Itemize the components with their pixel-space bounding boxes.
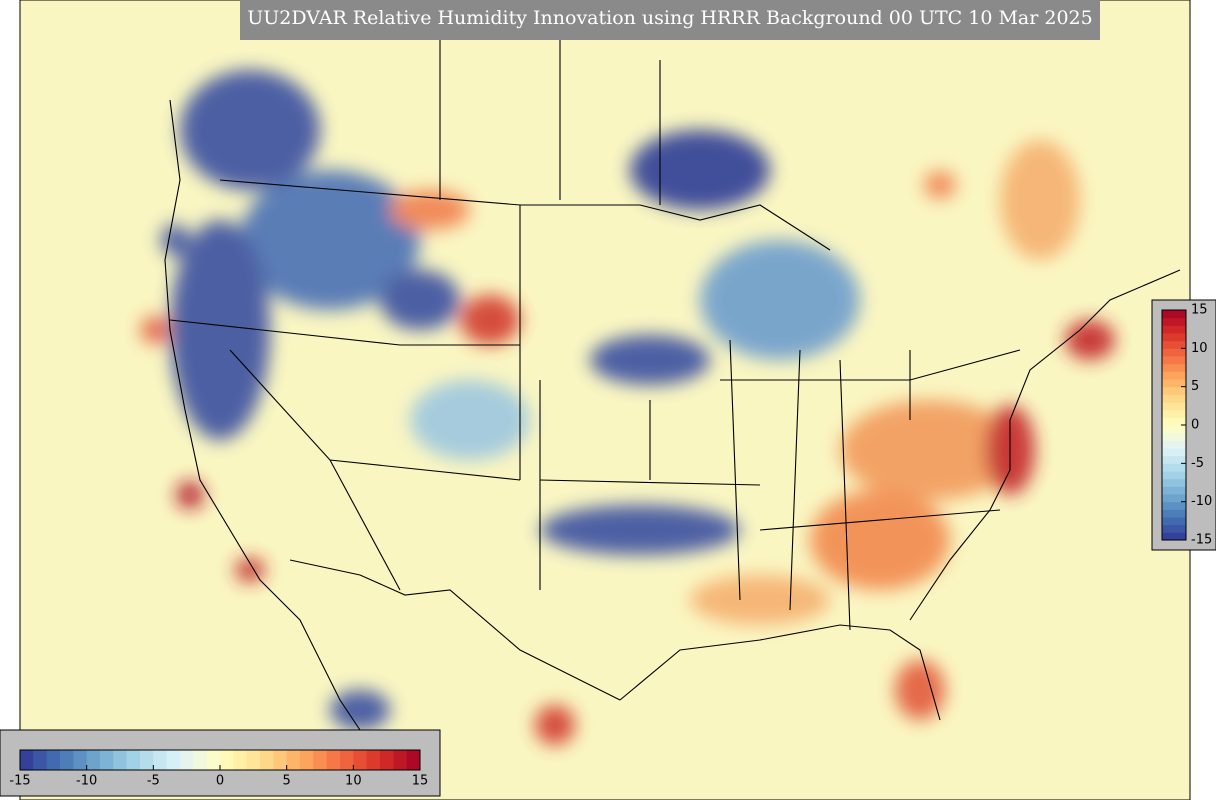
colorbar-tick-label: -5 bbox=[1191, 456, 1204, 471]
colorbar-segment bbox=[1162, 379, 1186, 388]
colorbar-tick-label: -15 bbox=[1191, 533, 1212, 548]
colorbar-segment bbox=[380, 750, 394, 770]
colorbar-segment bbox=[1162, 501, 1186, 510]
colorbar-segment bbox=[1162, 455, 1186, 464]
colorbar-segment bbox=[180, 750, 194, 770]
colorbar-segment bbox=[406, 750, 421, 770]
colorbar-segment bbox=[273, 750, 288, 770]
colorbar-segment bbox=[260, 750, 274, 770]
colorbar-segment bbox=[1162, 478, 1186, 487]
colorbar-segment bbox=[353, 750, 368, 770]
colorbar-segment bbox=[1162, 440, 1186, 449]
colorbar-segment bbox=[1162, 409, 1186, 418]
innovation-field bbox=[141, 70, 1115, 745]
colorbar-segment bbox=[1162, 371, 1186, 380]
colorbar-segment bbox=[233, 750, 248, 770]
colorbar-segment bbox=[1162, 432, 1186, 441]
colorbar-segment bbox=[1162, 509, 1186, 518]
colorbar-tick-label: -5 bbox=[147, 774, 160, 789]
colorbar-segment bbox=[366, 750, 381, 770]
colorbar-segment bbox=[153, 750, 168, 770]
gulf-coast bbox=[619, 624, 941, 721]
colorbar-tick-label: 5 bbox=[283, 774, 291, 789]
colorbar-segment bbox=[33, 750, 48, 770]
colorbar-tick-label: -15 bbox=[9, 774, 30, 789]
colorbar-segment bbox=[1162, 394, 1186, 403]
colorbar-segment bbox=[1162, 486, 1186, 495]
colorbar-segment bbox=[86, 750, 101, 770]
colorbar-segment bbox=[326, 750, 341, 770]
colorbar-segment bbox=[20, 750, 34, 770]
us-mexico-border bbox=[289, 559, 621, 701]
colorbar-tick-label: 0 bbox=[1191, 418, 1199, 433]
colorbar-tick-label: 10 bbox=[345, 774, 362, 789]
colorbar-segment bbox=[300, 750, 314, 770]
colorbar-segment bbox=[1162, 325, 1186, 334]
colorbar-segment bbox=[1162, 348, 1186, 357]
colorbar-segment bbox=[126, 750, 141, 770]
colorbar-segment bbox=[286, 750, 301, 770]
borders bbox=[164, 40, 1181, 761]
map bbox=[20, 0, 1190, 800]
title-box bbox=[240, 0, 1100, 40]
colorbar-segment bbox=[1162, 333, 1186, 342]
colorbar-segment bbox=[1162, 310, 1186, 319]
colorbar-segment bbox=[1162, 532, 1186, 541]
state-lines bbox=[439, 40, 911, 631]
colorbar-segment bbox=[166, 750, 181, 770]
colorbar-segment bbox=[1162, 340, 1186, 349]
colorbar-segment bbox=[1162, 463, 1186, 472]
title: UU2DVAR Relative Humidity Innovation usi… bbox=[247, 7, 1092, 29]
colorbar-segment bbox=[100, 750, 114, 770]
colorbar-segment bbox=[1162, 448, 1186, 457]
colorbar-segment bbox=[73, 750, 88, 770]
east-coast bbox=[909, 269, 1181, 621]
colorbar-segment bbox=[1162, 524, 1186, 533]
colorbar-segment bbox=[393, 750, 408, 770]
colorbar-segment bbox=[1162, 402, 1186, 411]
colorbar-segment bbox=[60, 750, 74, 770]
colorbar-segment bbox=[1162, 425, 1186, 434]
colorbar-segment bbox=[1162, 417, 1186, 426]
colorbar-tick-label: -10 bbox=[1191, 494, 1212, 509]
colorbars: 15 10 5 0 -5 -10 -15 -15 -10 -5 0 5 10 15 bbox=[9, 303, 1212, 789]
colorbar-segment bbox=[313, 750, 328, 770]
state-lines-2 bbox=[169, 319, 1021, 591]
colorbar-segment bbox=[193, 750, 208, 770]
colorbar-tick-label: 10 bbox=[1191, 341, 1208, 356]
colorbar-segment bbox=[220, 750, 234, 770]
colorbar-segment bbox=[340, 750, 354, 770]
colorbar-segment bbox=[46, 750, 61, 770]
colorbar-tick-label: 15 bbox=[412, 774, 429, 789]
colorbar-segment bbox=[1162, 471, 1186, 480]
colorbar-segment bbox=[140, 750, 154, 770]
west-coast bbox=[164, 99, 381, 761]
colorbar-segment bbox=[1162, 317, 1186, 326]
colorbar-segment bbox=[206, 750, 221, 770]
colorbar-segment bbox=[1162, 517, 1186, 526]
colorbar-segment bbox=[1162, 386, 1186, 395]
colorbar-tick-label: 5 bbox=[1191, 379, 1199, 394]
colorbar-tick-label: 15 bbox=[1191, 303, 1208, 318]
colorbar-segment bbox=[1162, 494, 1186, 503]
colorbar-segment bbox=[1162, 363, 1186, 372]
us-canada-border bbox=[219, 179, 831, 251]
colorbar-tick-label: 0 bbox=[216, 774, 224, 789]
colorbar-tick-label: -10 bbox=[76, 774, 97, 789]
colorbar-segment bbox=[246, 750, 261, 770]
colorbar-segment bbox=[113, 750, 128, 770]
colorbar-segment bbox=[1162, 356, 1186, 365]
